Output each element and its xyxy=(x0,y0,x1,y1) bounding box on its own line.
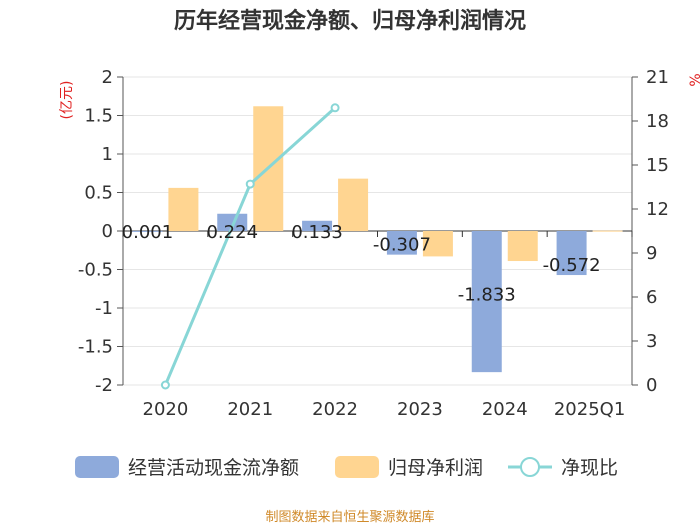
left-tick-label: -1.5 xyxy=(78,337,113,358)
legend-label-cash-flow: 经营活动现金流净额 xyxy=(128,457,299,479)
category-label: 2024 xyxy=(482,399,528,420)
cash-flow-bar xyxy=(471,231,502,373)
legend-swatch-net-profit xyxy=(335,456,379,478)
net-profit-bar xyxy=(507,231,538,262)
left-tick-label: -2 xyxy=(95,375,113,396)
right-tick-label: 3 xyxy=(646,331,657,352)
cash-flow-data-label: -0.307 xyxy=(373,235,431,256)
right-tick-label: 0 xyxy=(646,375,657,396)
data-labels: 0.001 0.224 0.133 -0.307 -1.833 -0.572 xyxy=(122,222,601,305)
left-axis-unit: (亿元) xyxy=(59,81,75,120)
left-tick-label: -1 xyxy=(95,298,113,319)
legend: 经营活动现金流净额 归母净利润 净现比 xyxy=(75,456,618,479)
axes: 2 1.5 1 0.5 0 -0.5 -1 -1.5 -2 21 18 15 12 9 6 3 0 2020 202… xyxy=(59,67,700,420)
cash-flow-bar xyxy=(302,220,333,231)
bars xyxy=(132,106,623,373)
legend-swatch-cash-flow xyxy=(75,456,119,478)
cash-flow-data-label: 0.001 xyxy=(122,222,174,243)
ratio-point xyxy=(245,179,255,189)
category-label: 2025Q1 xyxy=(554,399,625,420)
right-axis-unit: % xyxy=(688,73,700,86)
cash-flow-bar xyxy=(556,231,587,276)
left-tick-label: 0 xyxy=(102,221,113,242)
cash-flow-data-label: 0.133 xyxy=(291,222,343,243)
cash-flow-data-label: -1.833 xyxy=(458,284,516,305)
right-tick-label: 9 xyxy=(646,243,657,264)
ratio-line xyxy=(160,103,340,390)
cash-flow-bar xyxy=(132,230,163,232)
chart-title: 历年经营现金净额、归母净利润情况 xyxy=(174,8,526,34)
category-label: 2023 xyxy=(397,399,443,420)
right-tick-label: 15 xyxy=(646,155,669,176)
net-profit-bar xyxy=(338,178,369,231)
net-profit-bar xyxy=(168,187,199,231)
net-profit-bar xyxy=(422,231,453,257)
cash-flow-bar xyxy=(386,231,417,255)
cash-flow-data-label: 0.224 xyxy=(206,222,258,243)
source-note: 制图数据来自恒生聚源数据库 xyxy=(265,509,434,525)
legend-swatch-ratio-marker xyxy=(520,457,540,477)
right-tick-label: 6 xyxy=(646,287,657,308)
left-tick-label: 2 xyxy=(102,67,113,88)
right-tick-label: 18 xyxy=(646,111,669,132)
left-tick-label: 1.5 xyxy=(84,106,113,127)
legend-label-ratio: 净现比 xyxy=(561,457,618,479)
category-label: 2022 xyxy=(312,399,358,420)
category-label: 2021 xyxy=(227,399,273,420)
right-tick-label: 21 xyxy=(646,67,669,88)
category-label: 2020 xyxy=(143,399,189,420)
legend-label-net-profit: 归母净利润 xyxy=(388,457,483,479)
ratio-point xyxy=(330,103,340,113)
left-tick-label: 0.5 xyxy=(84,183,113,204)
left-tick-label: 1 xyxy=(102,144,113,165)
cash-flow-data-label: -0.572 xyxy=(543,255,601,276)
right-tick-label: 12 xyxy=(646,199,669,220)
left-tick-label: -0.5 xyxy=(78,260,113,281)
net-profit-bar xyxy=(592,230,623,232)
ratio-point xyxy=(160,380,170,390)
cash-flow-bar xyxy=(217,213,248,231)
ratio-series-line xyxy=(164,106,337,386)
